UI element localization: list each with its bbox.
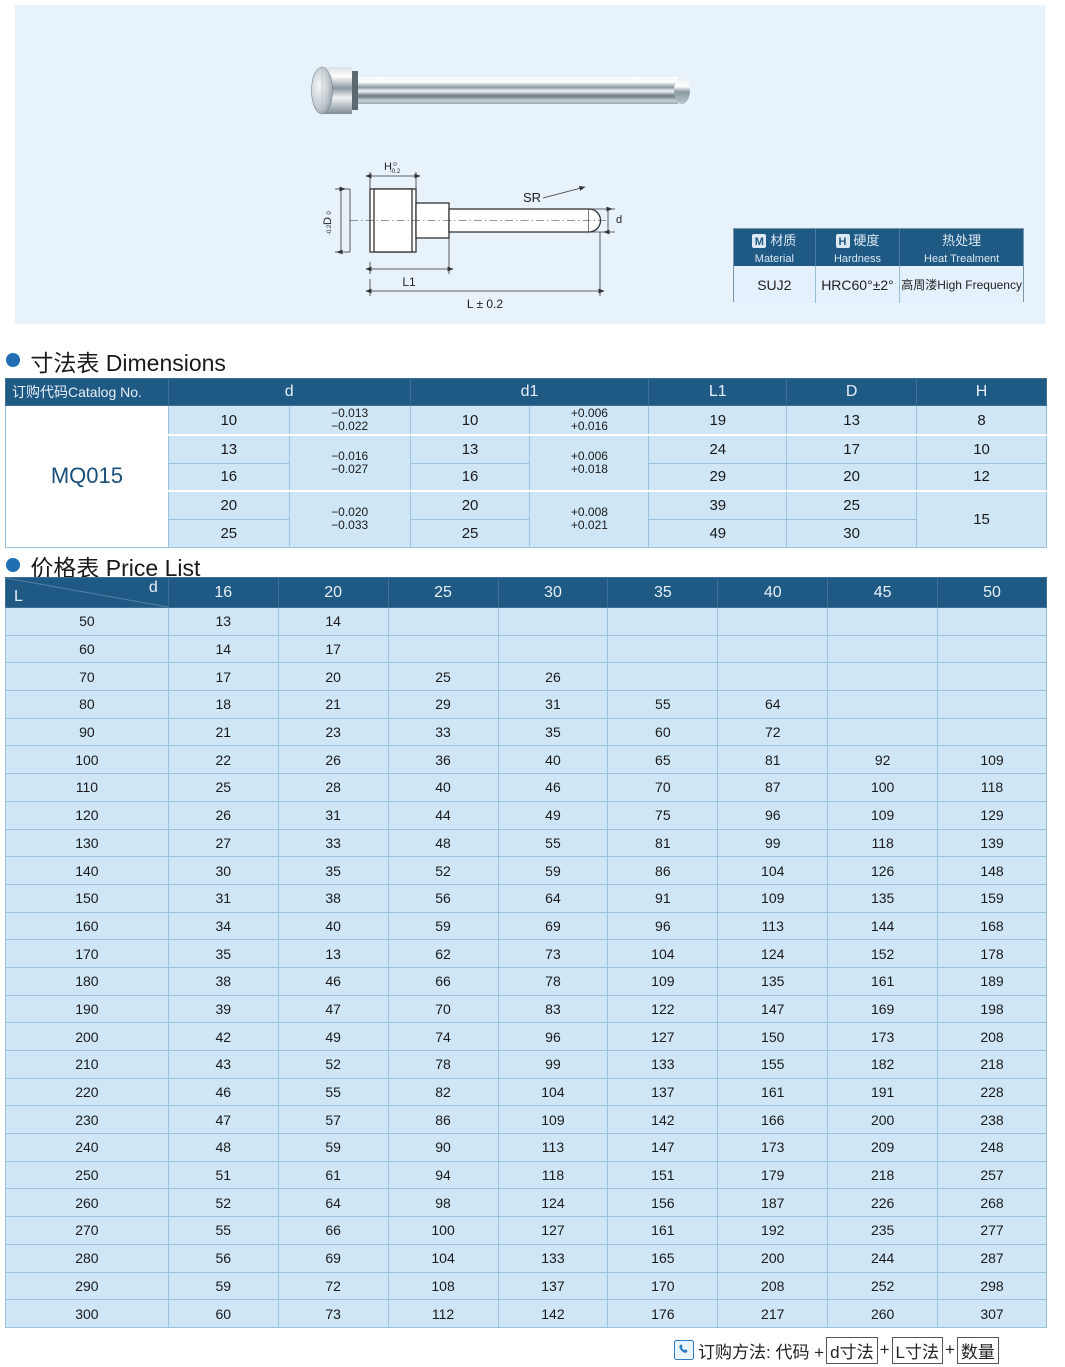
- svg-text:SR: SR: [523, 190, 541, 205]
- svg-text:L ± 0.2: L ± 0.2: [467, 297, 503, 311]
- svg-text:-0.2: -0.2: [327, 224, 333, 235]
- svg-text:0: 0: [393, 162, 397, 168]
- svg-text:0: 0: [327, 211, 333, 215]
- svg-text:d: d: [616, 214, 622, 226]
- svg-text:-0.2: -0.2: [390, 169, 401, 175]
- svg-text:L1: L1: [402, 275, 416, 289]
- svg-text:D: D: [322, 217, 334, 225]
